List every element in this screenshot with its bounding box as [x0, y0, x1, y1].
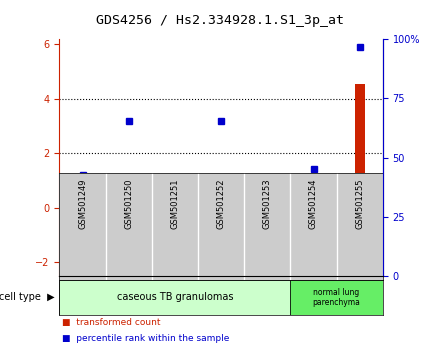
- Text: GSM501251: GSM501251: [170, 179, 180, 229]
- Bar: [170, 208, 180, 220]
- Text: caseous TB granulomas: caseous TB granulomas: [117, 292, 233, 302]
- Bar: [262, 208, 272, 228]
- Text: GSM501249: GSM501249: [78, 179, 87, 229]
- Text: GDS4256 / Hs2.334928.1.S1_3p_at: GDS4256 / Hs2.334928.1.S1_3p_at: [96, 14, 344, 27]
- Bar: [77, 208, 88, 209]
- Bar: [308, 208, 319, 210]
- Text: GSM501250: GSM501250: [124, 179, 133, 229]
- Text: cell type  ▶: cell type ▶: [0, 292, 55, 302]
- Text: GSM501253: GSM501253: [263, 179, 272, 229]
- Bar: [216, 204, 226, 208]
- Bar: [59, 280, 290, 315]
- Text: GSM501255: GSM501255: [355, 179, 364, 229]
- Text: ■  transformed count: ■ transformed count: [62, 319, 160, 327]
- Bar: [290, 280, 383, 315]
- Text: ■  percentile rank within the sample: ■ percentile rank within the sample: [62, 335, 229, 343]
- Text: GSM501252: GSM501252: [216, 179, 226, 229]
- Bar: [124, 204, 134, 208]
- Bar: [355, 84, 365, 208]
- Text: GSM501254: GSM501254: [309, 179, 318, 229]
- Text: normal lung
parenchyma: normal lung parenchyma: [313, 288, 360, 307]
